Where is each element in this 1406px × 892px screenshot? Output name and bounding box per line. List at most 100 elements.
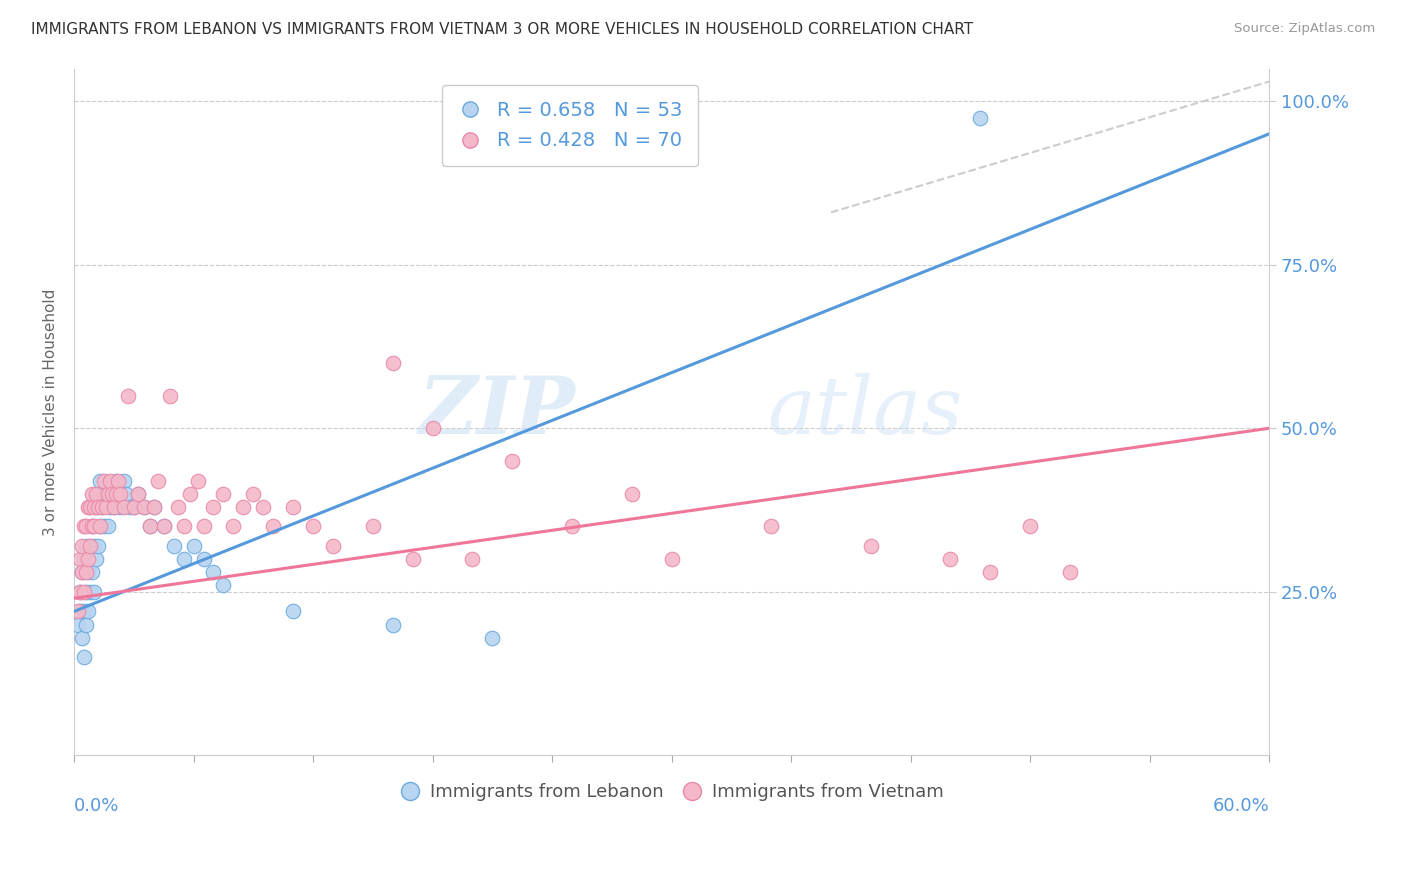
Text: 0.0%: 0.0% [75,797,120,814]
Point [859,539,882,553]
Point [98,474,121,488]
Point [127,486,149,500]
Point [97,486,120,500]
Point [159,388,181,402]
Point [73,650,96,665]
Point [262,519,284,533]
Text: ZIP: ZIP [419,373,576,450]
Point [187,474,209,488]
Point [283,604,305,618]
Point [108,486,131,500]
Point [73,519,96,533]
Point [70,565,93,579]
Point [461,552,484,566]
Point [163,539,186,553]
Point [232,500,254,514]
Point [142,500,165,514]
Point [117,388,139,402]
Point [69,584,91,599]
Point [75,519,97,533]
Point [1059,565,1081,579]
Point [101,486,124,500]
Point [87,539,110,553]
Point [91,500,114,514]
Point [152,519,174,533]
Point [69,584,91,599]
Point [77,604,100,618]
Point [70,631,93,645]
Point [103,500,125,514]
Point [84,500,107,514]
Point [561,519,583,533]
Point [381,356,404,370]
Point [152,519,174,533]
Point [969,111,991,125]
Point [101,486,124,500]
Point [104,486,127,500]
Point [166,500,188,514]
Point [67,617,90,632]
Point [1019,519,1042,533]
Text: Source: ZipAtlas.com: Source: ZipAtlas.com [1234,22,1375,36]
Point [104,474,127,488]
Point [79,584,101,599]
Point [401,552,423,566]
Point [77,565,100,579]
Point [302,519,325,533]
Text: 60.0%: 60.0% [1212,797,1270,814]
Point [222,519,245,533]
Point [127,486,149,500]
Point [83,500,105,514]
Point [75,565,97,579]
Point [142,500,165,514]
Text: IMMIGRANTS FROM LEBANON VS IMMIGRANTS FROM VIETNAM 3 OR MORE VEHICLES IN HOUSEHO: IMMIGRANTS FROM LEBANON VS IMMIGRANTS FR… [31,22,973,37]
Point [242,486,264,500]
Point [122,500,145,514]
Point [422,421,444,435]
Point [252,500,274,514]
Point [122,500,145,514]
Point [193,552,215,566]
Point [212,578,235,592]
Point [481,631,503,645]
Point [112,500,135,514]
Point [939,552,962,566]
Point [73,604,96,618]
Point [115,486,138,500]
Point [183,539,205,553]
Point [94,500,117,514]
Point [97,519,120,533]
Point [87,500,110,514]
Point [193,519,215,533]
Point [80,565,103,579]
Point [173,519,195,533]
Point [77,500,100,514]
Point [501,454,523,468]
Point [75,539,97,553]
Point [83,519,105,533]
Point [73,584,96,599]
Point [179,486,201,500]
Point [94,486,117,500]
Point [661,552,683,566]
Point [112,474,135,488]
Point [89,519,111,533]
Point [80,519,103,533]
Point [79,539,101,553]
Point [75,584,97,599]
Point [361,519,384,533]
Y-axis label: 3 or more Vehicles in Household: 3 or more Vehicles in Household [44,288,58,535]
Point [98,500,121,514]
Point [83,539,105,553]
Point [79,500,101,514]
Point [132,500,155,514]
Point [84,486,107,500]
Point [202,500,225,514]
Point [67,604,90,618]
Point [80,519,103,533]
Point [132,500,155,514]
Point [73,552,96,566]
Point [103,500,125,514]
Point [80,486,103,500]
Point [759,519,782,533]
